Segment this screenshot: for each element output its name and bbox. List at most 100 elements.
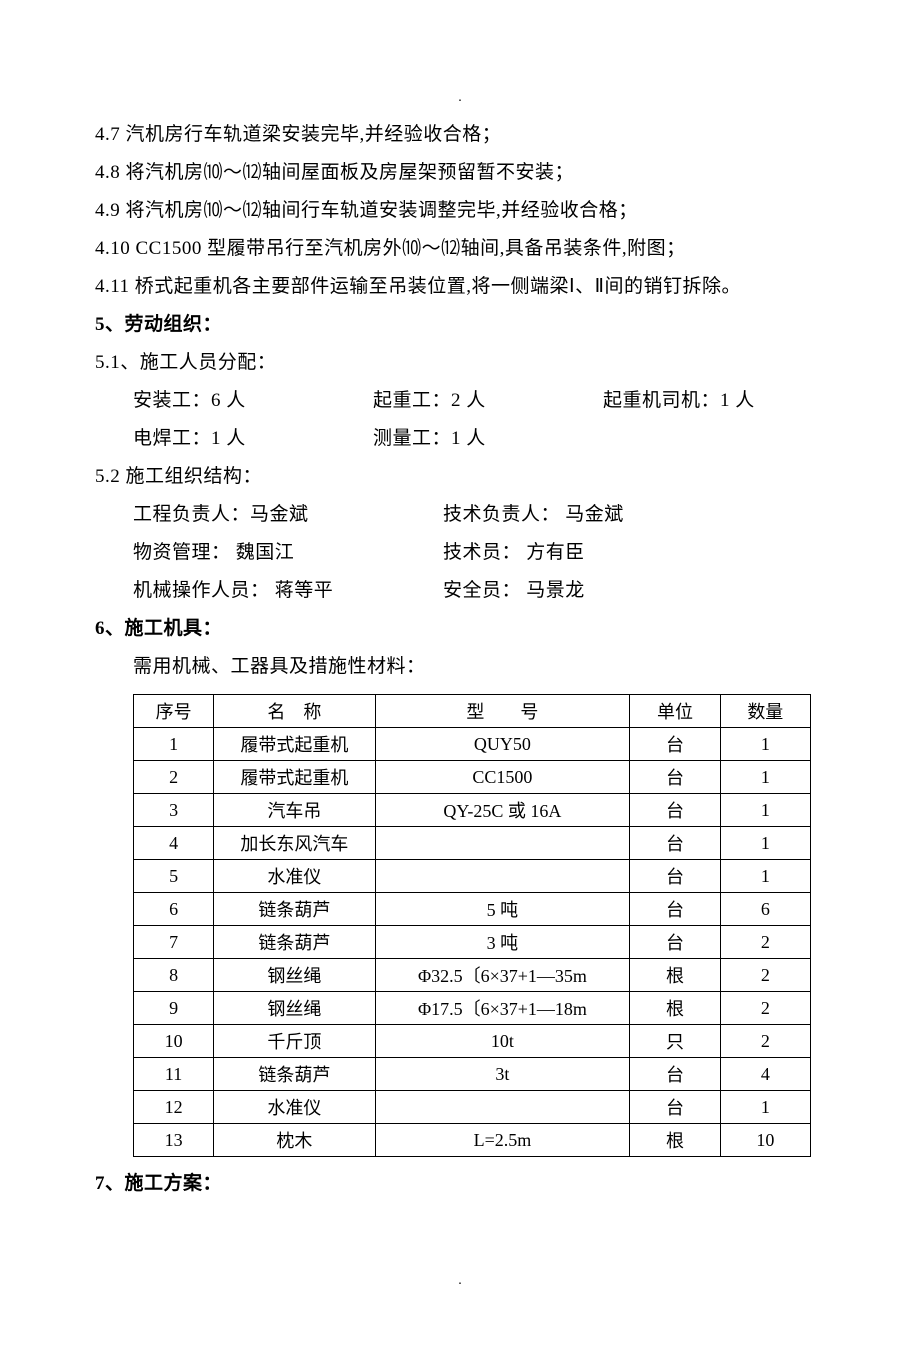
table-row: 2履带式起重机CC1500台1	[134, 761, 811, 794]
table-cell: 2	[134, 761, 214, 794]
table-cell: 9	[134, 992, 214, 1025]
table-cell: 只	[630, 1025, 720, 1058]
org-tech-lead: 技术负责人： 马金斌	[443, 496, 825, 534]
th-qty: 数量	[720, 695, 810, 728]
table-cell: 1	[720, 1091, 810, 1124]
document-page: . 4.7 汽机房行车轨道梁安装完毕,并经验收合格； 4.8 将汽机房⑽～⑿轴间…	[0, 0, 920, 1349]
table-row: 12水准仪台1	[134, 1091, 811, 1124]
table-cell: 千斤顶	[214, 1025, 375, 1058]
th-seq: 序号	[134, 695, 214, 728]
org-row-2: 物资管理： 魏国江 技术员： 方有臣	[95, 534, 825, 572]
table-row: 4加长东风汽车台1	[134, 827, 811, 860]
role-installer: 安装工：6 人	[95, 382, 373, 420]
table-row: 11链条葫芦3t台4	[134, 1058, 811, 1091]
table-cell: 3t	[375, 1058, 630, 1091]
table-cell: 钢丝绳	[214, 992, 375, 1025]
table-row: 13枕木L=2.5m根10	[134, 1124, 811, 1157]
section-6-intro: 需用机械、工器具及措施性材料：	[95, 648, 825, 686]
table-row: 7链条葫芦3 吨台2	[134, 926, 811, 959]
table-cell: 8	[134, 959, 214, 992]
table-cell: 3	[134, 794, 214, 827]
table-cell: 4	[720, 1058, 810, 1091]
org-technician: 技术员： 方有臣	[443, 534, 825, 572]
table-cell: 10	[134, 1025, 214, 1058]
org-row-3: 机械操作人员： 蒋等平 安全员： 马景龙	[95, 572, 825, 610]
section-5-1-label: 5.1、施工人员分配：	[95, 344, 825, 382]
table-cell: 链条葫芦	[214, 926, 375, 959]
table-cell: 1	[720, 761, 810, 794]
section-7-heading: 7、施工方案：	[95, 1165, 825, 1203]
table-row: 1履带式起重机QUY50台1	[134, 728, 811, 761]
role-rigger: 起重工：2 人	[373, 382, 603, 420]
table-cell: 加长东风汽车	[214, 827, 375, 860]
table-cell: 链条葫芦	[214, 893, 375, 926]
roles-row-2: 电焊工：1 人 测量工：1 人	[95, 420, 825, 458]
org-machine-operator: 机械操作人员： 蒋等平	[95, 572, 443, 610]
table-cell: 10	[720, 1124, 810, 1157]
paragraph-4-10: 4.10 CC1500 型履带吊行至汽机房外⑽～⑿轴间,具备吊装条件,附图；	[95, 230, 825, 268]
table-cell: 2	[720, 926, 810, 959]
table-row: 5水准仪 台1	[134, 860, 811, 893]
table-cell: 台	[630, 926, 720, 959]
table-cell: 1	[134, 728, 214, 761]
table-cell: 1	[720, 728, 810, 761]
table-cell: 台	[630, 728, 720, 761]
table-cell: 根	[630, 1124, 720, 1157]
table-cell: L=2.5m	[375, 1124, 630, 1157]
table-row: 9钢丝绳Φ17.5〔6×37+1—18m根2	[134, 992, 811, 1025]
table-cell: 水准仪	[214, 860, 375, 893]
org-safety-officer: 安全员： 马景龙	[443, 572, 825, 610]
table-cell: 台	[630, 860, 720, 893]
roles-row-1: 安装工：6 人 起重工：2 人 起重机司机：1 人	[95, 382, 825, 420]
table-cell: 2	[720, 1025, 810, 1058]
role-welder: 电焊工：1 人	[95, 420, 373, 458]
table-cell: 3 吨	[375, 926, 630, 959]
table-cell: 台	[630, 827, 720, 860]
table-header-row: 序号 名 称 型 号 单位 数量	[134, 695, 811, 728]
table-cell: 11	[134, 1058, 214, 1091]
table-cell: 5 吨	[375, 893, 630, 926]
table-cell: 2	[720, 959, 810, 992]
table-cell: 根	[630, 992, 720, 1025]
paragraph-4-11: 4.11 桥式起重机各主要部件运输至吊装位置,将一侧端梁Ⅰ、Ⅱ间的销钉拆除。	[95, 268, 825, 306]
table-cell: 5	[134, 860, 214, 893]
table-cell: 台	[630, 761, 720, 794]
table-cell: Φ17.5〔6×37+1—18m	[375, 992, 630, 1025]
paragraph-4-9: 4.9 将汽机房⑽～⑿轴间行车轨道安装调整完毕,并经验收合格；	[95, 192, 825, 230]
table-cell: 13	[134, 1124, 214, 1157]
table-cell: Φ32.5〔6×37+1—35m	[375, 959, 630, 992]
table-cell: 12	[134, 1091, 214, 1124]
table-cell: 6	[134, 893, 214, 926]
th-name: 名 称	[214, 695, 375, 728]
table-cell: 台	[630, 794, 720, 827]
table-cell: 链条葫芦	[214, 1058, 375, 1091]
table-cell: 履带式起重机	[214, 728, 375, 761]
table-cell: 枕木	[214, 1124, 375, 1157]
paragraph-4-8: 4.8 将汽机房⑽～⑿轴间屋面板及房屋架预留暂不安装；	[95, 154, 825, 192]
table-cell: QUY50	[375, 728, 630, 761]
table-cell: 台	[630, 1091, 720, 1124]
role-crane-driver: 起重机司机：1 人	[603, 382, 825, 420]
equipment-table: 序号 名 称 型 号 单位 数量 1履带式起重机QUY50台12履带式起重机CC…	[133, 694, 811, 1157]
org-material-mgr: 物资管理： 魏国江	[95, 534, 443, 572]
th-unit: 单位	[630, 695, 720, 728]
table-cell: 1	[720, 794, 810, 827]
top-marker: .	[95, 90, 825, 106]
paragraph-4-7: 4.7 汽机房行车轨道梁安装完毕,并经验收合格；	[95, 116, 825, 154]
section-5-2-label: 5.2 施工组织结构：	[95, 458, 825, 496]
table-cell: 1	[720, 860, 810, 893]
table-cell: CC1500	[375, 761, 630, 794]
table-cell: 根	[630, 959, 720, 992]
table-cell	[375, 1091, 630, 1124]
table-row: 6链条葫芦5 吨台6	[134, 893, 811, 926]
th-model: 型 号	[375, 695, 630, 728]
table-cell: 7	[134, 926, 214, 959]
table-row: 10千斤顶10t只2	[134, 1025, 811, 1058]
table-cell: 6	[720, 893, 810, 926]
table-row: 3汽车吊QY-25C 或 16A台1	[134, 794, 811, 827]
equipment-table-wrap: 序号 名 称 型 号 单位 数量 1履带式起重机QUY50台12履带式起重机CC…	[95, 694, 825, 1157]
table-row: 8钢丝绳Φ32.5〔6×37+1—35m根2	[134, 959, 811, 992]
equipment-tbody: 1履带式起重机QUY50台12履带式起重机CC1500台13汽车吊QY-25C …	[134, 728, 811, 1157]
table-cell	[375, 860, 630, 893]
table-cell: 台	[630, 1058, 720, 1091]
